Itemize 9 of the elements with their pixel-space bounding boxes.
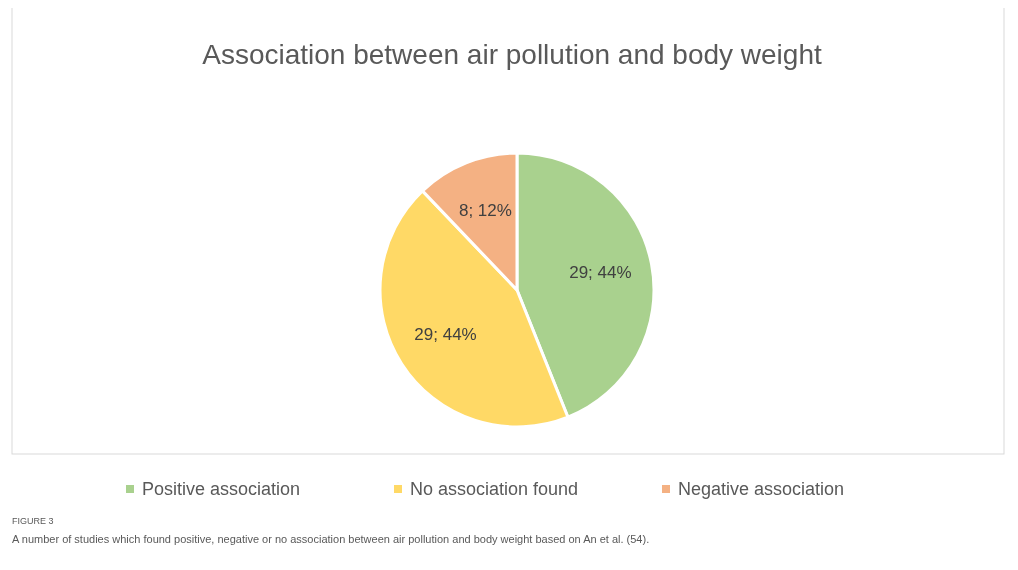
data-label: 29; 44%: [569, 263, 632, 283]
legend-label: Positive association: [142, 478, 301, 499]
text: A number of studies which found positive, negative or no association between air pollution and body weight based on An et al. (54).: [12, 533, 650, 545]
data-label: 8; 12%: [458, 200, 512, 220]
data-label: 29; 44%: [414, 325, 477, 345]
legend-label: No association found: [410, 478, 579, 499]
caption: FIGURE 3: [12, 516, 54, 526]
legend-label: Negative association: [678, 478, 845, 499]
chart-title: Association between air pollution and body weight: [202, 39, 822, 70]
